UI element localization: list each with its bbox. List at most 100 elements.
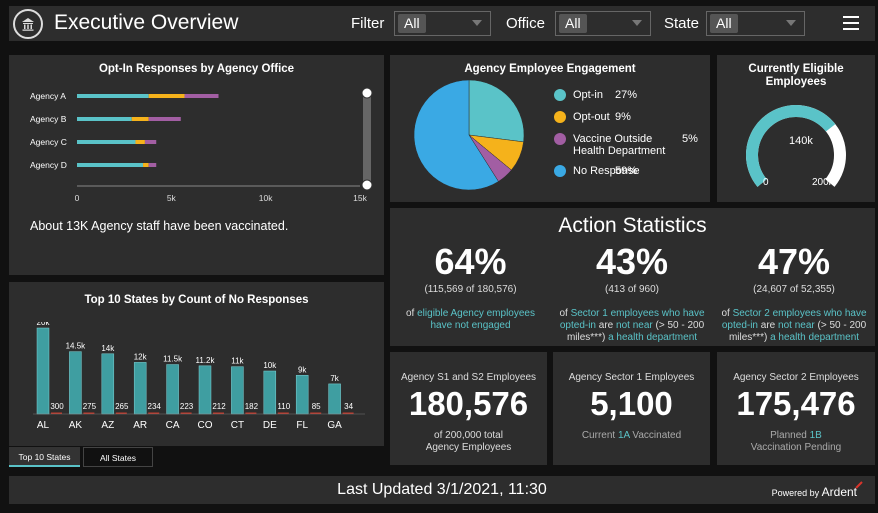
category-label: Agency A [30, 91, 66, 101]
page-title: Executive Overview [54, 11, 239, 34]
gauge-value-label: 140k [789, 135, 813, 147]
stat-desc: of eligible Agency employees have not en… [406, 308, 535, 331]
state-bar-secondary [213, 412, 224, 414]
legend-value: 5% [682, 133, 698, 145]
bar-secondary-label: 212 [212, 402, 226, 411]
action-panel: Action Statistics 64% (115,569 of 180,57… [390, 208, 875, 346]
category-label: Agency D [30, 160, 67, 170]
bar-secondary-label: 275 [83, 402, 97, 411]
eligible-title: Currently Eligible Employees [748, 63, 844, 88]
legend-swatch [554, 165, 566, 177]
states-panel: Top 10 States by Count of No Responses 2… [9, 282, 384, 446]
bar-segment [148, 117, 181, 121]
state-bar-secondary [148, 412, 160, 414]
gauge-fill [746, 105, 836, 187]
bar-value-label: 11k [231, 357, 244, 366]
state-bar [198, 365, 212, 415]
hamburger-menu-icon[interactable] [843, 16, 859, 30]
state-label: AL [37, 420, 50, 431]
footer-bar: Last Updated 3/1/2021, 11:30 Powered by … [9, 476, 875, 504]
stat-pct: 47% [757, 241, 831, 282]
pie-slice [413, 79, 499, 191]
state-select[interactable]: All [706, 11, 805, 36]
tick-label: 15k [353, 193, 367, 203]
bar-segment [135, 140, 145, 144]
tick-label: 10k [259, 193, 273, 203]
optin-chart: Agency A Agency B Agency C Agency D 0 5k 10k 15… [30, 87, 373, 203]
stat-desc: of Sector 2 employees who have opted-in … [721, 308, 867, 343]
optin-title: Opt-In Responses by Agency Office [98, 63, 295, 75]
legend-value: 27% [615, 89, 638, 101]
tick-label: 5k [167, 193, 177, 203]
state-value: All [710, 14, 738, 33]
state-bar-secondary [342, 412, 354, 414]
eligible-panel: Currently Eligible Employees 140k 0 200k [717, 55, 875, 202]
engagement-pie [413, 79, 525, 191]
legend-swatch [554, 89, 566, 101]
state-label: AK [69, 420, 83, 431]
state-label: AR [133, 420, 147, 431]
state-label: State [664, 15, 700, 32]
chevron-down-icon [472, 20, 482, 26]
action-title: Action Statistics [558, 214, 707, 237]
card-s1-s2: Agency S1 and S2 Employees 180,576 of 20… [390, 352, 547, 465]
state-bar-secondary [245, 412, 257, 414]
filter-select[interactable]: All [394, 11, 491, 36]
legend-value: 59% [615, 165, 638, 177]
bar-secondary-label: 85 [312, 402, 321, 411]
legend-label: Opt-out [573, 111, 610, 123]
engagement-panel: Agency Employee Engagement Opt-in 27% Opt-… [390, 55, 710, 202]
gauge-min-label: 0 [763, 177, 769, 188]
card-value: 180,576 [408, 385, 529, 422]
optin-note: About 13K Agency staff have been vaccina… [30, 219, 289, 233]
chevron-down-icon [786, 20, 796, 26]
state-bar [36, 327, 50, 415]
legend-swatch [554, 133, 566, 145]
state-bar-secondary [115, 412, 127, 414]
bar-secondary-label: 182 [245, 402, 259, 411]
legend-label: Opt-in [573, 89, 603, 101]
office-select[interactable]: All [555, 11, 651, 36]
state-bar [328, 383, 341, 415]
bar-segment [131, 117, 149, 121]
bar-segment [77, 117, 132, 121]
bar-value-label: 11.5k [163, 355, 183, 364]
stat-ratio: (24,607 of 52,355) [753, 284, 835, 295]
bar-segment [77, 94, 149, 98]
ardent-mark-icon [855, 481, 863, 489]
card-line2: Vaccination Pending [750, 442, 842, 453]
stat-pct: 43% [595, 241, 669, 282]
scroll-handle-top [361, 87, 373, 99]
optin-panel: Opt-In Responses by Agency Office Agency… [9, 55, 384, 275]
card-line2: Agency Employees [425, 442, 512, 453]
tab-top-10-states[interactable]: Top 10 States [9, 447, 80, 467]
bar-segment [148, 94, 185, 98]
scrollbar-track [363, 93, 371, 185]
pie-slice [468, 79, 525, 143]
bar-segment [184, 94, 219, 98]
engagement-title: Agency Employee Engagement [464, 63, 636, 75]
eligible-gauge [746, 105, 846, 187]
state-bar [166, 364, 179, 415]
action-stat-1: 64% (115,569 of 180,576) of eligible Age… [390, 238, 551, 346]
bar-segment [77, 140, 136, 144]
bar-value-label: 7k [330, 374, 339, 383]
tab-all-states[interactable]: All States [83, 447, 153, 467]
scroll-handle-bottom [361, 179, 373, 191]
tick-label: 0 [75, 193, 80, 203]
bar-secondary-label: 300 [50, 402, 64, 411]
legend-swatch [554, 111, 566, 123]
header-bar: Executive Overview Filter All Office All… [9, 6, 875, 41]
gauge-max-label: 200k [812, 177, 834, 188]
bar-value-label: 20k [37, 322, 51, 327]
bar-segment [144, 140, 157, 144]
bar-value-label: 12k [134, 352, 148, 361]
state-bar [133, 362, 147, 415]
state-bar [295, 375, 309, 415]
building-logo-icon [13, 9, 43, 39]
card-line1: Planned 1B [770, 430, 822, 441]
ardent-logo: Ardent [821, 485, 857, 499]
state-label: CO [198, 420, 213, 431]
states-title: Top 10 States by Count of No Responses [84, 294, 309, 306]
